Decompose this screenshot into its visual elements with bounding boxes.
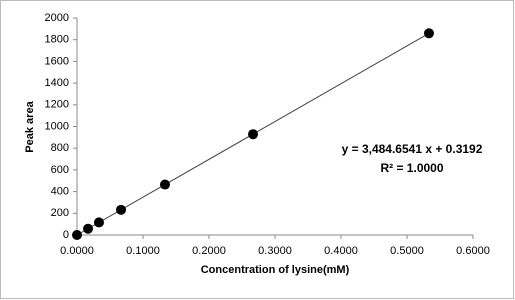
equation: y = 3,484.6541 x + 0.3192: [342, 142, 483, 156]
y-tick-label: 200: [51, 207, 69, 219]
r-squared: R² = 1.0000: [380, 161, 443, 175]
y-tick-label: 1200: [45, 99, 69, 111]
data-point: [116, 204, 127, 215]
y-axis-label: Peak area: [24, 100, 36, 152]
y-tick-label: 400: [51, 186, 69, 198]
data-point: [159, 179, 170, 190]
y-tick-label: 2000: [45, 12, 69, 24]
data-point: [423, 28, 434, 39]
x-tick-label: 0.6000: [456, 245, 490, 257]
data-point: [83, 223, 94, 234]
y-tick-label: 1600: [45, 55, 69, 67]
data-point: [248, 129, 259, 140]
x-tick-label: 0.0000: [60, 245, 94, 257]
y-tick-label: 1400: [45, 77, 69, 89]
x-tick-label: 0.5000: [390, 245, 424, 257]
data-point: [72, 230, 82, 240]
y-tick-label: 0: [63, 229, 69, 241]
x-tick-label: 0.4000: [324, 245, 358, 257]
x-tick-label: 0.2000: [192, 245, 226, 257]
x-tick-label: 0.3000: [258, 245, 292, 257]
y-tick-label: 1000: [45, 120, 69, 132]
x-tick-label: 0.1000: [126, 245, 160, 257]
x-axis-label: Concentration of lysine(mM): [201, 264, 350, 276]
data-point: [93, 217, 104, 228]
y-tick-label: 600: [51, 164, 69, 176]
y-tick-label: 1800: [45, 34, 69, 46]
y-tick-label: 800: [51, 142, 69, 154]
